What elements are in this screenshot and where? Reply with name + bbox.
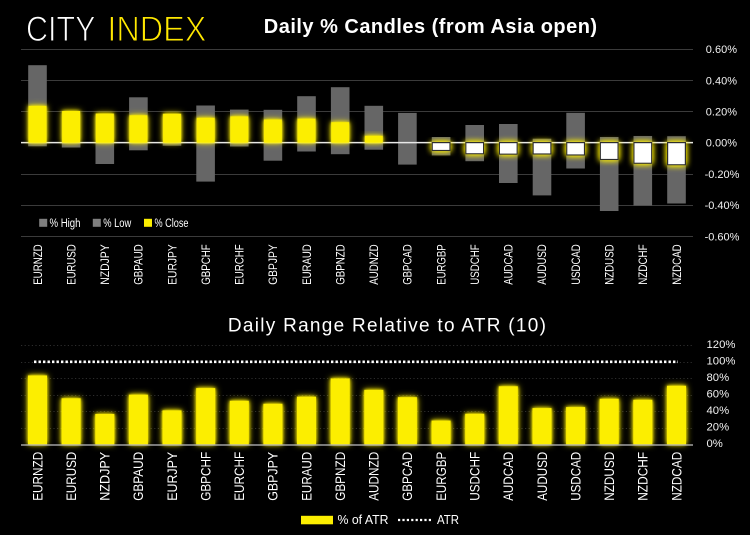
svg-text:NZDUSD: NZDUSD bbox=[603, 244, 617, 285]
svg-text:EURUSD: EURUSD bbox=[64, 452, 79, 501]
svg-text:EURJPY: EURJPY bbox=[165, 244, 179, 284]
svg-text:NZDCHF: NZDCHF bbox=[636, 244, 650, 284]
svg-text:GBPCHF: GBPCHF bbox=[199, 244, 213, 284]
svg-text:20%: 20% bbox=[707, 422, 730, 434]
svg-text:GBPCHF: GBPCHF bbox=[199, 452, 214, 501]
svg-text:NZDCAD: NZDCAD bbox=[670, 244, 684, 285]
svg-text:AUDCAD: AUDCAD bbox=[501, 452, 516, 501]
svg-text:NZDJPY: NZDJPY bbox=[98, 244, 112, 285]
svg-text:NZDCAD: NZDCAD bbox=[669, 452, 684, 501]
svg-text:% High: % High bbox=[50, 218, 81, 230]
svg-text:-0.20%: -0.20% bbox=[705, 169, 740, 181]
svg-text:NZDJPY: NZDJPY bbox=[98, 452, 113, 501]
svg-text:USDCHF: USDCHF bbox=[468, 244, 482, 284]
svg-text:CITY: CITY bbox=[26, 10, 96, 49]
svg-text:AUDNZD: AUDNZD bbox=[367, 452, 382, 501]
svg-text:EURCHF: EURCHF bbox=[233, 244, 247, 284]
svg-text:-0.40%: -0.40% bbox=[705, 200, 740, 212]
svg-text:GBPJPY: GBPJPY bbox=[266, 452, 281, 501]
svg-text:USDCAD: USDCAD bbox=[568, 452, 583, 501]
svg-text:-0.60%: -0.60% bbox=[705, 231, 740, 243]
svg-text:USDCHF: USDCHF bbox=[468, 452, 483, 501]
svg-text:0.60%: 0.60% bbox=[706, 44, 737, 56]
svg-text:% of ATR: % of ATR bbox=[338, 512, 389, 527]
svg-text:0%: 0% bbox=[707, 438, 723, 450]
svg-text:AUDCAD: AUDCAD bbox=[502, 244, 516, 285]
svg-text:EURNZD: EURNZD bbox=[31, 244, 45, 285]
svg-text:EURJPY: EURJPY bbox=[165, 452, 180, 501]
svg-text:100%: 100% bbox=[707, 356, 736, 368]
svg-text:NZDCHF: NZDCHF bbox=[636, 452, 651, 501]
svg-text:EURUSD: EURUSD bbox=[64, 244, 78, 285]
svg-text:EURNZD: EURNZD bbox=[30, 452, 45, 501]
svg-text:EURAUD: EURAUD bbox=[299, 452, 314, 501]
svg-text:GBPAUD: GBPAUD bbox=[132, 244, 146, 285]
svg-text:GBPCAD: GBPCAD bbox=[400, 452, 415, 501]
svg-text:40%: 40% bbox=[707, 405, 730, 417]
svg-text:GBPNZD: GBPNZD bbox=[333, 452, 348, 501]
svg-text:AUDUSD: AUDUSD bbox=[535, 452, 550, 501]
svg-text:% Low: % Low bbox=[103, 218, 132, 230]
svg-text:0.00%: 0.00% bbox=[706, 138, 737, 150]
svg-text:0.20%: 0.20% bbox=[706, 107, 737, 119]
svg-text:NZDUSD: NZDUSD bbox=[602, 452, 617, 501]
svg-text:GBPJPY: GBPJPY bbox=[266, 244, 280, 284]
svg-text:GBPAUD: GBPAUD bbox=[131, 452, 146, 501]
svg-text:EURGBP: EURGBP bbox=[434, 452, 449, 501]
svg-text:GBPNZD: GBPNZD bbox=[334, 244, 348, 285]
svg-text:0.40%: 0.40% bbox=[706, 75, 737, 87]
svg-text:80%: 80% bbox=[707, 372, 730, 384]
svg-text:120%: 120% bbox=[707, 339, 736, 351]
svg-text:INDEX: INDEX bbox=[107, 10, 206, 49]
svg-text:USDCAD: USDCAD bbox=[569, 244, 583, 285]
svg-text:GBPCAD: GBPCAD bbox=[401, 244, 415, 285]
svg-text:EURCHF: EURCHF bbox=[232, 452, 247, 501]
svg-text:60%: 60% bbox=[707, 389, 730, 401]
svg-text:AUDUSD: AUDUSD bbox=[535, 244, 549, 285]
svg-text:EURAUD: EURAUD bbox=[300, 244, 314, 285]
svg-text:% Close: % Close bbox=[155, 218, 189, 230]
svg-text:ATR: ATR bbox=[437, 512, 459, 527]
svg-text:Daily Range Relative to ATR (1: Daily Range Relative to ATR (10) bbox=[228, 316, 546, 337]
svg-text:AUDNZD: AUDNZD bbox=[367, 244, 381, 285]
svg-text:EURGBP: EURGBP bbox=[434, 244, 448, 284]
svg-text:Daily % Candles (from Asia ope: Daily % Candles (from Asia open) bbox=[264, 16, 597, 38]
